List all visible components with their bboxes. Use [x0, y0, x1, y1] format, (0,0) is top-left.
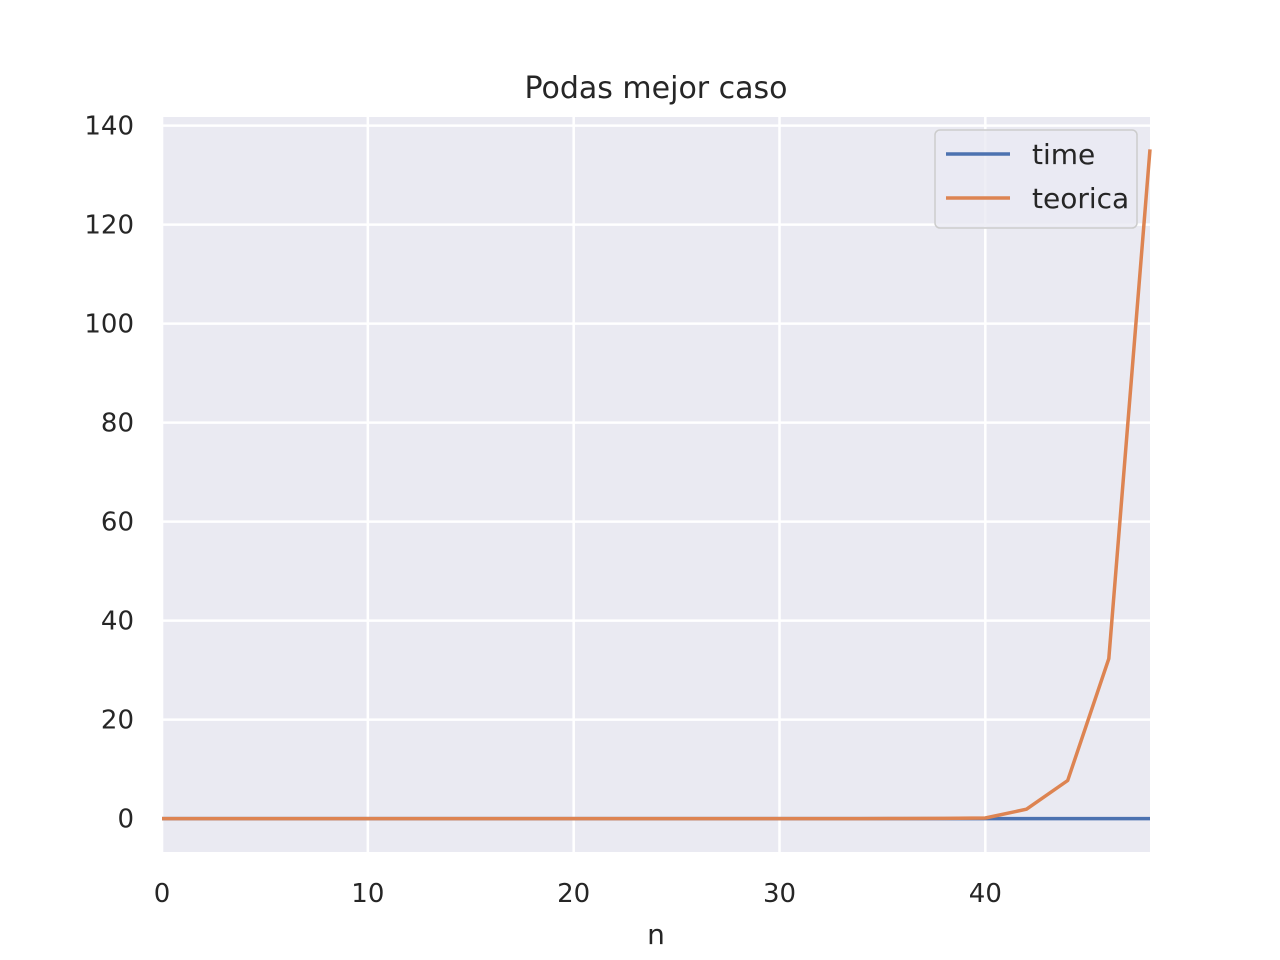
y-tick-label: 60 — [101, 508, 134, 538]
x-tick-label: 20 — [557, 879, 590, 909]
x-axis-label: n — [647, 918, 665, 951]
x-tick-label: 40 — [969, 879, 1002, 909]
legend: time teorica — [934, 129, 1138, 229]
series-line-teorica — [162, 149, 1152, 821]
legend-label-time: time — [1032, 138, 1095, 171]
legend-label-teorica: teorica — [1032, 182, 1129, 215]
y-tick-label: 140 — [84, 112, 134, 142]
y-tick-label: 40 — [101, 607, 134, 637]
y-tick-label: 80 — [101, 409, 134, 439]
y-tick-label: 100 — [84, 310, 134, 340]
chart-title: Podas mejor caso — [524, 71, 787, 106]
tick-labels: 0 10 20 30 40 0 20 40 60 80 100 120 140 — [84, 112, 1002, 909]
y-tick-label: 20 — [101, 706, 134, 736]
x-tick-label: 0 — [154, 879, 171, 909]
grid — [160, 117, 1150, 852]
series-layer — [162, 149, 1152, 821]
x-tick-label: 30 — [763, 879, 796, 909]
y-tick-label: 0 — [117, 805, 134, 835]
y-tick-label: 120 — [84, 211, 134, 241]
x-tick-label: 10 — [351, 879, 384, 909]
